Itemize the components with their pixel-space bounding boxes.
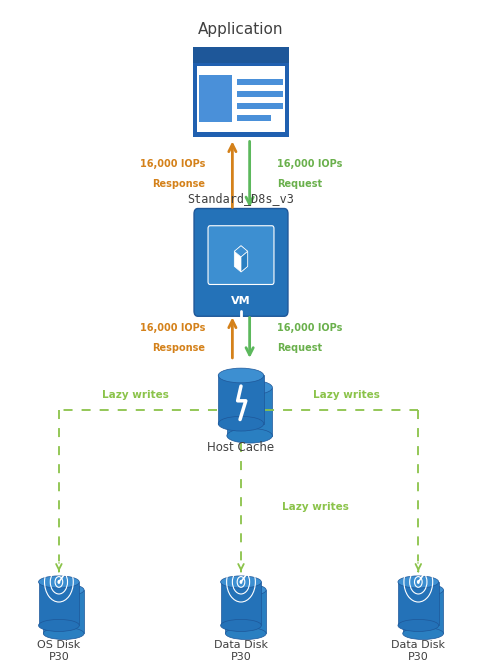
Polygon shape xyxy=(234,246,248,257)
Ellipse shape xyxy=(218,368,264,383)
Ellipse shape xyxy=(227,428,272,443)
Text: 16,000 IOPs: 16,000 IOPs xyxy=(140,159,205,169)
Text: VM: VM xyxy=(231,296,251,306)
Ellipse shape xyxy=(398,576,439,588)
Ellipse shape xyxy=(221,620,261,632)
Text: OS Disk
P30: OS Disk P30 xyxy=(37,640,80,662)
Text: Standard_D8s_v3: Standard_D8s_v3 xyxy=(187,192,295,206)
Ellipse shape xyxy=(221,576,261,588)
FancyBboxPatch shape xyxy=(221,582,261,626)
Bar xyxy=(200,75,232,122)
Circle shape xyxy=(417,580,420,584)
Text: Request: Request xyxy=(277,343,322,353)
Text: 16,000 IOPs: 16,000 IOPs xyxy=(140,323,205,333)
FancyBboxPatch shape xyxy=(39,582,79,626)
Text: Response: Response xyxy=(152,179,205,190)
Text: Host Cache: Host Cache xyxy=(207,441,275,454)
Bar xyxy=(237,79,282,85)
Ellipse shape xyxy=(403,584,443,596)
Ellipse shape xyxy=(218,417,264,431)
FancyBboxPatch shape xyxy=(218,376,264,423)
Text: Application: Application xyxy=(198,22,284,37)
Text: 16,000 IOPs: 16,000 IOPs xyxy=(277,159,342,169)
Text: Lazy writes: Lazy writes xyxy=(282,503,348,512)
Text: 16,000 IOPs: 16,000 IOPs xyxy=(277,323,342,333)
Polygon shape xyxy=(241,251,248,272)
Ellipse shape xyxy=(398,620,439,632)
Ellipse shape xyxy=(39,576,79,588)
FancyBboxPatch shape xyxy=(398,582,439,626)
Bar xyxy=(197,65,285,132)
Ellipse shape xyxy=(226,628,266,640)
FancyBboxPatch shape xyxy=(227,388,272,435)
Ellipse shape xyxy=(403,628,443,640)
Text: Lazy writes: Lazy writes xyxy=(102,390,169,400)
Ellipse shape xyxy=(39,620,79,632)
Bar xyxy=(237,91,282,97)
FancyBboxPatch shape xyxy=(226,590,266,634)
Bar xyxy=(193,46,289,62)
Text: Data Disk
P30: Data Disk P30 xyxy=(214,640,268,662)
Ellipse shape xyxy=(43,584,84,596)
FancyBboxPatch shape xyxy=(403,590,443,634)
Text: Lazy writes: Lazy writes xyxy=(313,390,380,400)
Circle shape xyxy=(57,580,60,584)
FancyBboxPatch shape xyxy=(208,226,274,284)
Bar xyxy=(237,115,271,121)
FancyBboxPatch shape xyxy=(194,208,288,317)
Circle shape xyxy=(240,580,242,584)
Polygon shape xyxy=(234,246,248,272)
FancyBboxPatch shape xyxy=(193,46,289,137)
Text: Response: Response xyxy=(152,343,205,353)
FancyBboxPatch shape xyxy=(43,590,84,634)
Ellipse shape xyxy=(227,380,272,395)
Bar xyxy=(237,103,282,109)
Text: Request: Request xyxy=(277,179,322,190)
Text: Data Disk
P30: Data Disk P30 xyxy=(391,640,445,662)
Ellipse shape xyxy=(43,628,84,640)
Ellipse shape xyxy=(226,584,266,596)
